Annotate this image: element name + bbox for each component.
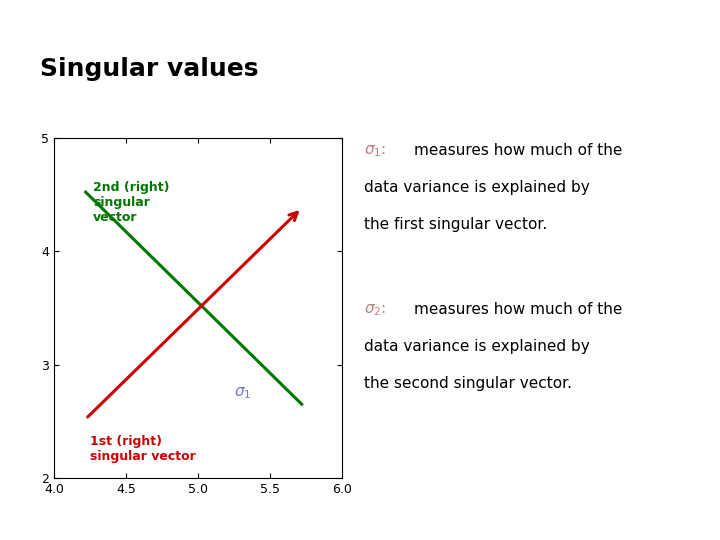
Text: data variance is explained by: data variance is explained by [364, 180, 590, 195]
Text: the second singular vector.: the second singular vector. [364, 376, 572, 391]
Text: $\sigma_1$: $\sigma_1$ [234, 385, 251, 401]
Text: measures how much of the: measures how much of the [414, 302, 622, 318]
Text: measures how much of the: measures how much of the [414, 143, 622, 158]
Text: $\mathit{\sigma}_1$:: $\mathit{\sigma}_1$: [364, 143, 386, 159]
Text: the first singular vector.: the first singular vector. [364, 217, 547, 232]
Text: 2nd (right)
singular
vector: 2nd (right) singular vector [93, 181, 169, 224]
Text: $\mathit{\sigma}_2$:: $\mathit{\sigma}_2$: [364, 302, 386, 318]
Text: 1st (right)
singular vector: 1st (right) singular vector [90, 435, 196, 463]
Text: Singular values: Singular values [40, 57, 258, 80]
Text: data variance is explained by: data variance is explained by [364, 339, 590, 354]
